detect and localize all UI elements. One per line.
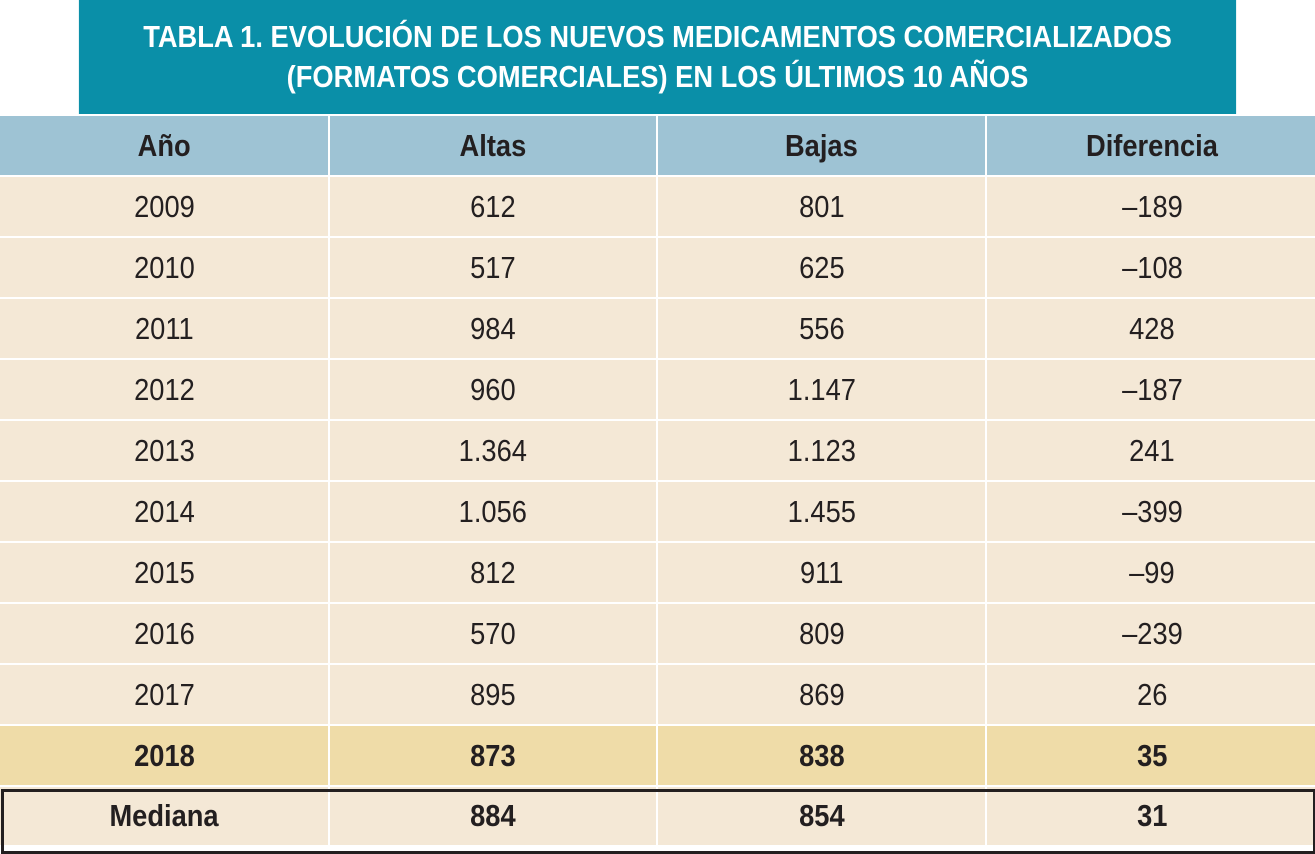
table-cell-year: 2016 <box>0 604 328 663</box>
table-cell-diferencia: 428 <box>987 299 1315 358</box>
table-cell-diferencia: –99 <box>987 543 1315 602</box>
header-year: Año <box>0 116 328 175</box>
highlight-cell-altas: 873 <box>330 726 656 785</box>
table-cell-year: 2011 <box>0 299 328 358</box>
table-cell-bajas: 625 <box>658 238 985 297</box>
table-cell-bajas: 801 <box>658 177 985 236</box>
median-bajas: 854 <box>658 787 985 845</box>
table-cell-diferencia: –399 <box>987 482 1315 541</box>
table-cell-bajas: 1.123 <box>658 421 985 480</box>
table-title-line-1: TABLA 1. EVOLUCIÓN DE LOS NUEVOS MEDICAM… <box>143 19 1172 54</box>
table-cell-altas: 1.364 <box>330 421 656 480</box>
highlight-cell-year: 2018 <box>0 726 328 785</box>
median-diferencia: 31 <box>987 787 1315 845</box>
header-diferencia: Diferencia <box>987 116 1315 175</box>
table-cell-bajas: 1.455 <box>658 482 985 541</box>
table-cell-year: 2015 <box>0 543 328 602</box>
table-title: TABLA 1. EVOLUCIÓN DE LOS NUEVOS MEDICAM… <box>78 0 1237 114</box>
table-cell-altas: 570 <box>330 604 656 663</box>
table-cell-year: 2012 <box>0 360 328 419</box>
table-cell-year: 2013 <box>0 421 328 480</box>
table-cell-altas: 517 <box>330 238 656 297</box>
table-cell-year: 2009 <box>0 177 328 236</box>
table-cell-diferencia: –189 <box>987 177 1315 236</box>
table-cell-diferencia: –239 <box>987 604 1315 663</box>
table-cell-bajas: 556 <box>658 299 985 358</box>
table-title-line-2: (FORMATOS COMERCIALES) EN LOS ÚLTIMOS 10… <box>286 59 1029 94</box>
table-cell-altas: 895 <box>330 665 656 724</box>
table-cell-bajas: 1.147 <box>658 360 985 419</box>
table-cell-diferencia: –187 <box>987 360 1315 419</box>
table-grid: Año Altas Bajas Diferencia 2009 612 801 … <box>0 116 1315 845</box>
median-label: Mediana <box>0 787 328 845</box>
highlight-cell-diferencia: 35 <box>987 726 1315 785</box>
table-cell-diferencia: 241 <box>987 421 1315 480</box>
header-altas: Altas <box>330 116 656 175</box>
table-cell-altas: 960 <box>330 360 656 419</box>
highlight-cell-bajas: 838 <box>658 726 985 785</box>
table-cell-altas: 1.056 <box>330 482 656 541</box>
table-cell-bajas: 911 <box>658 543 985 602</box>
table-cell-bajas: 869 <box>658 665 985 724</box>
table-cell-year: 2014 <box>0 482 328 541</box>
table-cell-diferencia: 26 <box>987 665 1315 724</box>
table-cell-diferencia: –108 <box>987 238 1315 297</box>
table-cell-altas: 984 <box>330 299 656 358</box>
header-bajas: Bajas <box>658 116 985 175</box>
table-cell-bajas: 809 <box>658 604 985 663</box>
table-cell-altas: 612 <box>330 177 656 236</box>
table-cell-altas: 812 <box>330 543 656 602</box>
table-cell-year: 2010 <box>0 238 328 297</box>
median-altas: 884 <box>330 787 656 845</box>
table-cell-year: 2017 <box>0 665 328 724</box>
